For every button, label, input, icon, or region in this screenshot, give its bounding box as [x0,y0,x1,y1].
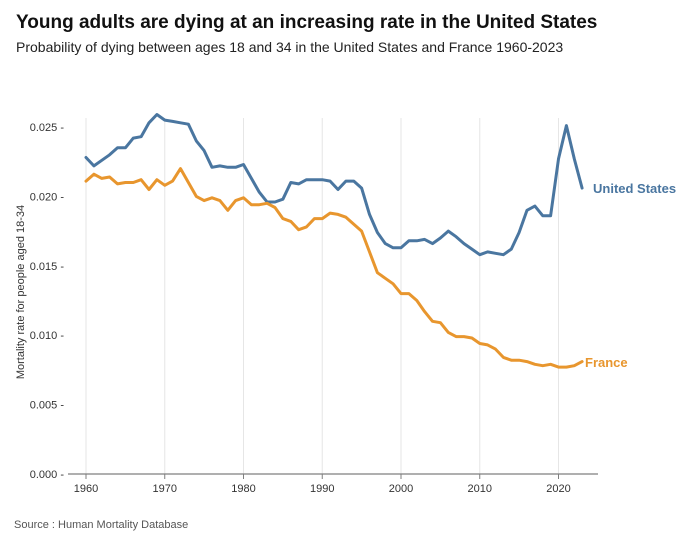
vertical-grid [85,118,559,474]
series-label-france: France [585,355,628,370]
x-tick-label-2010: 2010 [468,483,492,495]
x-axis-ticks: 1960 1970 1980 1990 2000 2010 2020 [74,474,571,495]
y-axis-ticks: 0.000 - 0.005 - 0.010 - 0.015 - 0.020 - 0.025… [30,122,65,481]
y-tick-label-4: 0.020 - [30,191,65,203]
source-note: Source : Human Mortality Database [14,519,189,531]
y-tick-label-3: 0.015 - [30,261,65,273]
x-tick-label-2000: 2000 [389,483,413,495]
chart-subtitle: Probability of dying between ages 18 and… [16,39,564,55]
x-tick-label-1980: 1980 [231,483,255,495]
series-label-us: United States [593,181,676,196]
y-tick-label-1: 0.005 - [30,400,65,412]
x-tick-label-1990: 1990 [310,483,334,495]
x-tick-label-2020: 2020 [546,483,570,495]
y-axis-label: Mortality rate for people aged 18-34 [15,205,27,379]
series-line-us [84,113,584,257]
chart-title: Young adults are dying at an increasing … [16,12,598,33]
series-lines: United States France [84,113,676,370]
x-tick-label-1970: 1970 [153,483,177,495]
y-tick-label-5: 0.025 - [30,122,65,134]
y-tick-label-2: 0.010 - [30,330,65,342]
series-line-france [84,167,584,369]
x-tick-label-1960: 1960 [74,483,98,495]
y-tick-label-0: 0.000 - [30,469,65,481]
